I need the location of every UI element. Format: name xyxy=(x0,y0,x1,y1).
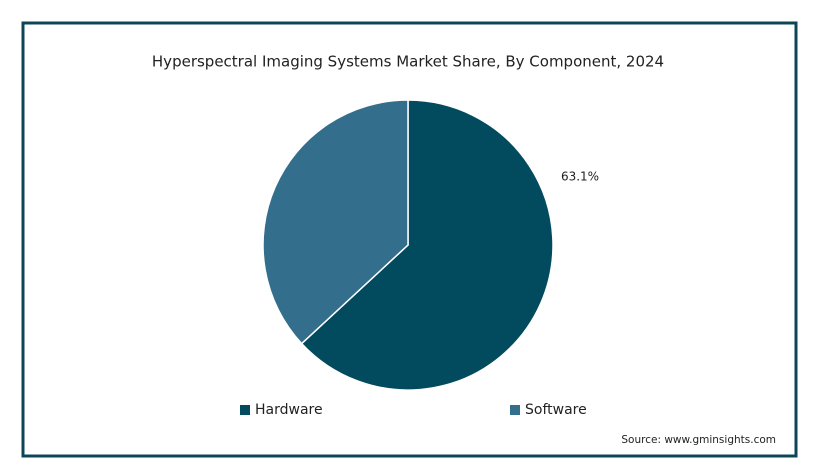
source: Source: www.gminsights.com xyxy=(621,434,776,446)
legend-swatch xyxy=(240,405,250,415)
pie-slice xyxy=(262,99,409,345)
legend-label: Hardware xyxy=(255,402,323,418)
pie-slice xyxy=(300,99,554,391)
legend-swatch xyxy=(510,405,520,415)
chart-title: Hyperspectral Imaging Systems Market Sha… xyxy=(152,53,664,71)
legend-label: Software xyxy=(525,402,587,418)
data-label: 63.1% xyxy=(561,169,599,183)
